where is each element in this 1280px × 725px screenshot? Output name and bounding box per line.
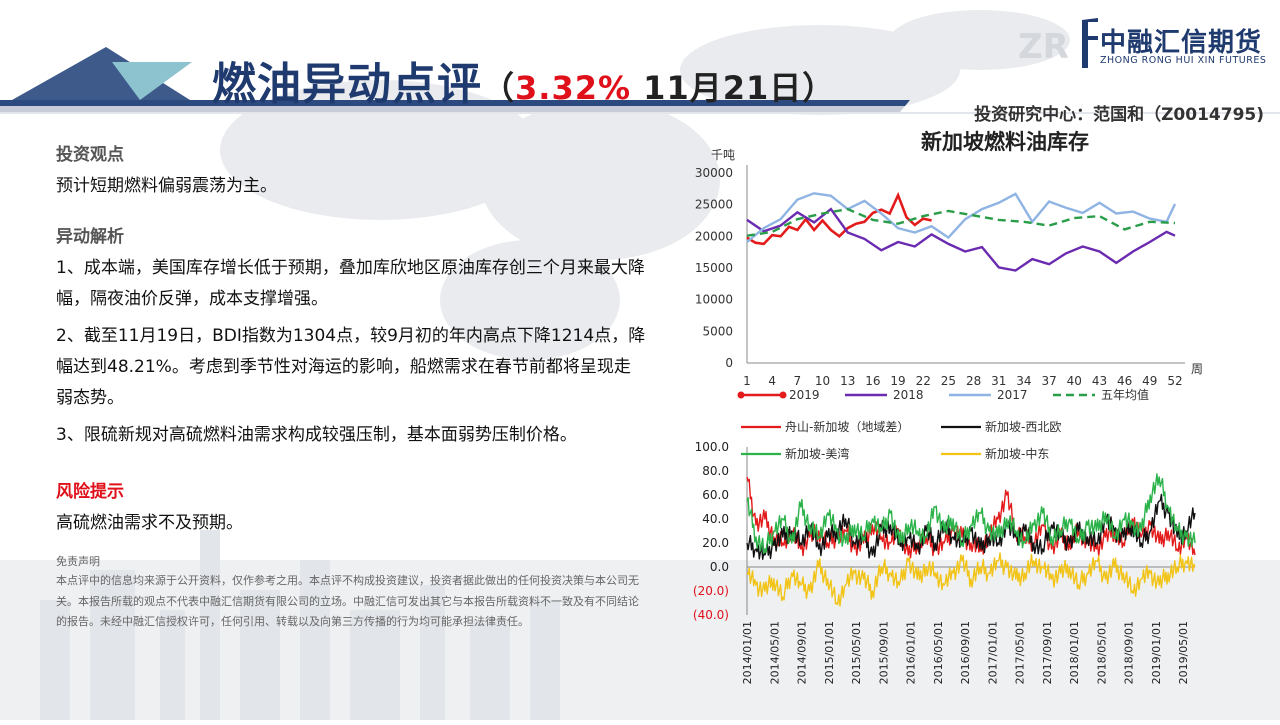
chart1-legend-label: 2019 bbox=[789, 388, 820, 402]
chart1-xtick-label: 22 bbox=[916, 374, 931, 388]
chart1-xtick-label: 49 bbox=[1142, 374, 1157, 388]
chart2-ytick-label: 60.0 bbox=[702, 488, 729, 502]
chart2-ytick-label: 40.0 bbox=[702, 512, 729, 526]
chart2-ytick-label: 100.0 bbox=[695, 440, 729, 454]
chart2-xtick-label: 2015/05/01 bbox=[850, 621, 863, 684]
chart1-xlabel: 周 bbox=[1191, 362, 1203, 376]
analysis-heading: 异动解析 bbox=[56, 227, 124, 247]
chart2-xtick-label: 2015/01/01 bbox=[823, 621, 836, 684]
chart1-xtick-label: 19 bbox=[890, 374, 905, 388]
chart1-background bbox=[735, 125, 1220, 415]
chart2-legend-label: 新加坡-中东 bbox=[985, 446, 1049, 461]
company-logo-icon: ZR bbox=[1018, 18, 1098, 68]
chart2-xtick-label: 2014/05/01 bbox=[768, 621, 781, 684]
chart1-ytick-label: 0 bbox=[725, 356, 733, 370]
risk-text: 高硫燃油需求不及预期。 bbox=[56, 513, 243, 533]
chart2-legend-label: 舟山-新加坡（地域差） bbox=[785, 419, 909, 434]
chart1-xtick-label: 46 bbox=[1117, 374, 1132, 388]
title-date-text: 11月21日 bbox=[643, 69, 803, 107]
chart1-series-line-五年均值 bbox=[746, 207, 1176, 237]
change-percent: 3.32% bbox=[515, 69, 632, 107]
chart2-xtick-label: 2018/05/01 bbox=[1095, 621, 1108, 684]
chart1-xtick-label: 16 bbox=[865, 374, 880, 388]
chart2-xtick-label: 2015/09/01 bbox=[877, 621, 890, 684]
chart2-xtick-label: 2019/01/01 bbox=[1150, 621, 1163, 684]
title-fuel: 燃油 bbox=[212, 59, 302, 110]
disclaimer-text: 本点评中的信息均来源于公开资料，仅作参考之用。本点评不构成投资建议，投资者据此做… bbox=[56, 574, 639, 628]
content-column: 投资观点 预计短期燃料偏弱震荡为主。 异动解析 1、成本端，美国库存增长低于预期… bbox=[56, 140, 646, 633]
header-banner bbox=[0, 47, 1280, 114]
chart1-series-line-2019 bbox=[746, 191, 932, 246]
chart2-ytick-label: 0.0 bbox=[710, 560, 729, 574]
chart1-ytick-label: 20000 bbox=[695, 229, 733, 243]
chart2-xtick-label: 2014/01/01 bbox=[741, 621, 754, 684]
chart1-xtick-label: 1 bbox=[743, 374, 751, 388]
chart2-xtick-label: 2018/09/01 bbox=[1123, 621, 1136, 684]
risk-heading: 风险提示 bbox=[56, 482, 124, 502]
chart1-xtick-label: 43 bbox=[1092, 374, 1107, 388]
analysis-point-3: 3、限硫新规对高硫燃料油需求构成较强压制，基本面弱势压制价格。 bbox=[56, 425, 577, 445]
chart1-ytick-label: 30000 bbox=[695, 166, 733, 180]
chart1-legend-label: 2017 bbox=[997, 388, 1028, 402]
researcher-info: 投资研究中心：范国和（Z0014795) bbox=[974, 105, 1264, 125]
chart1-legend-marker bbox=[779, 391, 787, 399]
chart1-xtick-label: 31 bbox=[991, 374, 1006, 388]
chart1-xtick-label: 25 bbox=[941, 374, 956, 388]
chart1-series-line-2017 bbox=[746, 192, 1177, 243]
chart1-xtick-label: 7 bbox=[794, 374, 802, 388]
chart2-ytick-label: (40.0) bbox=[693, 608, 729, 622]
chart1-legend-marker bbox=[737, 391, 745, 399]
chart1-xtick-label: 13 bbox=[840, 374, 855, 388]
chart2-xtick-label: 2017/01/01 bbox=[986, 621, 999, 684]
chart1-xtick-label: 37 bbox=[1041, 374, 1056, 388]
chart2-series-line-新加坡-中东 bbox=[746, 552, 1196, 607]
chart2-xtick-label: 2016/01/01 bbox=[905, 621, 918, 684]
analysis-point-1: 1、成本端，美国库存增长低于预期，叠加库欣地区原油库存创三个月来最大降幅，隔夜油… bbox=[56, 258, 645, 309]
chart1-xtick-label: 10 bbox=[815, 374, 830, 388]
chart1-legend-label: 五年均值 bbox=[1101, 387, 1149, 402]
view-text: 预计短期燃料偏弱震荡为主。 bbox=[56, 176, 277, 196]
logo-name-cn: 中融汇信期货 bbox=[1100, 28, 1263, 58]
chart1-xtick-label: 52 bbox=[1167, 374, 1182, 388]
chart2-legend-label: 新加坡-美湾 bbox=[785, 446, 849, 461]
title-paren-open: （ bbox=[482, 69, 516, 107]
logo-name-en: ZHONG RONG HUI XIN FUTURES bbox=[1100, 55, 1267, 66]
chart1-legend-label: 2018 bbox=[893, 388, 924, 402]
chart2-xtick-label: 2016/05/01 bbox=[932, 621, 945, 684]
view-heading: 投资观点 bbox=[56, 145, 124, 165]
chart2-ytick-label: (20.0) bbox=[693, 584, 729, 598]
title-paren-close: ） bbox=[802, 69, 836, 107]
chart1-ytick-label: 15000 bbox=[695, 261, 733, 275]
chart1-ytick-label: 5000 bbox=[702, 324, 733, 338]
chart1-ytick-label: 25000 bbox=[695, 198, 733, 212]
page-title: 燃油异动点评（3.32% 11月21日） bbox=[212, 48, 835, 112]
chart2-xtick-label: 2018/01/01 bbox=[1068, 621, 1081, 684]
chart1-series-line-2018 bbox=[746, 207, 1176, 272]
chart2-xtick-label: 2014/09/01 bbox=[796, 621, 809, 684]
chart2-ytick-label: 80.0 bbox=[702, 464, 729, 478]
disclaimer-heading: 免责声明 bbox=[56, 555, 100, 568]
chart2-series-line-新加坡-西北欧 bbox=[746, 493, 1196, 560]
chart1-ytick-label: 10000 bbox=[695, 293, 733, 307]
title-date: 11月21日 bbox=[631, 69, 802, 107]
svg-text:ZR: ZR bbox=[1018, 27, 1069, 67]
chart1-title: 新加坡燃料油库存 bbox=[921, 130, 1089, 154]
chart2-ytick-label: 20.0 bbox=[702, 536, 729, 550]
chart2-legend-label: 新加坡-西北欧 bbox=[985, 419, 1061, 434]
analysis-point-2: 2、截至11月19日，BDI指数为1304点，较9月初的年内高点下降1214点，… bbox=[56, 326, 646, 408]
chart1-xtick-label: 4 bbox=[768, 374, 776, 388]
chart2-xtick-label: 2019/05/01 bbox=[1177, 621, 1190, 684]
chart1-xtick-label: 34 bbox=[1016, 374, 1031, 388]
chart1-xtick-label: 40 bbox=[1067, 374, 1082, 388]
chart2-xtick-label: 2016/09/01 bbox=[959, 621, 972, 684]
title-review: 异动点评 bbox=[302, 59, 482, 110]
chart2-xtick-label: 2017/09/01 bbox=[1041, 621, 1054, 684]
chart1-xtick-label: 28 bbox=[966, 374, 981, 388]
chart1-ylabel: 千吨 bbox=[711, 148, 735, 162]
chart2-xtick-label: 2017/05/01 bbox=[1014, 621, 1027, 684]
chart2-series-line-新加坡-美湾 bbox=[746, 473, 1196, 554]
